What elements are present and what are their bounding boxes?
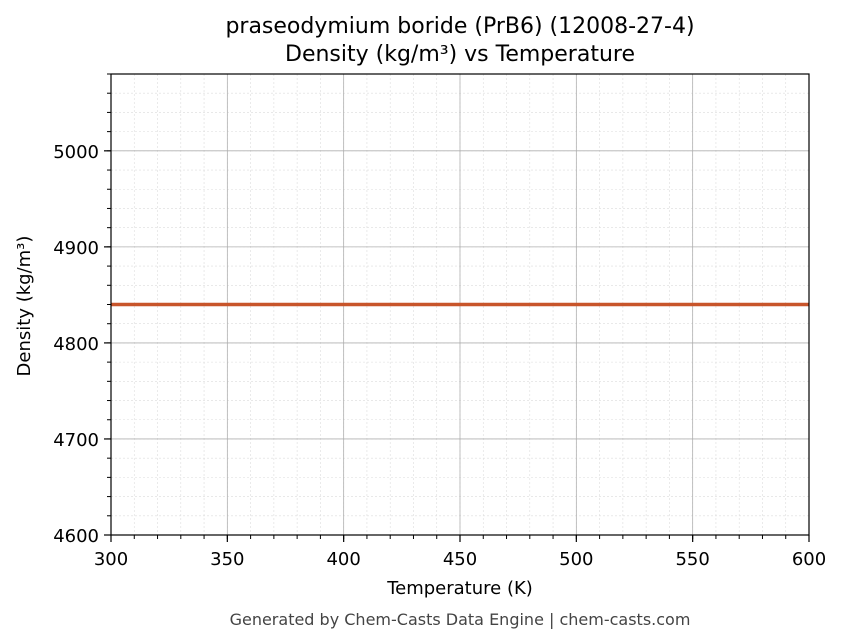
chart-title: praseodymium boride (PrB6) (12008-27-4) [225,14,694,39]
x-tick-label: 350 [210,549,244,570]
chart-title-group: praseodymium boride (PrB6) (12008-27-4) … [225,14,694,67]
x-tick-label: 550 [675,549,709,570]
y-tick-label: 4800 [53,334,99,355]
y-axis-label: Density (kg/m³) [14,236,35,377]
ticks-layer [104,73,810,542]
x-tick-label: 450 [443,549,477,570]
footer-credit: Generated by Chem-Casts Data Engine | ch… [230,610,691,629]
plot-area: 300 350 400 450 500 550 600 4600 4700 4800 4900 50… [53,73,826,570]
x-tick-labels: 300 350 400 450 500 550 600 [94,549,826,570]
y-tick-labels: 4600 4700 4800 4900 5000 [53,142,99,547]
y-tick-label: 4600 [53,526,99,547]
x-tick-label: 400 [326,549,360,570]
x-tick-label: 300 [94,549,128,570]
x-tick-label: 500 [559,549,593,570]
chart-subtitle: Density (kg/m³) vs Temperature [285,42,635,67]
y-tick-label: 4700 [53,430,99,451]
y-tick-label: 4900 [53,238,99,259]
x-tick-label: 600 [792,549,826,570]
x-axis-label: Temperature (K) [386,578,533,599]
y-tick-label: 5000 [53,142,99,163]
